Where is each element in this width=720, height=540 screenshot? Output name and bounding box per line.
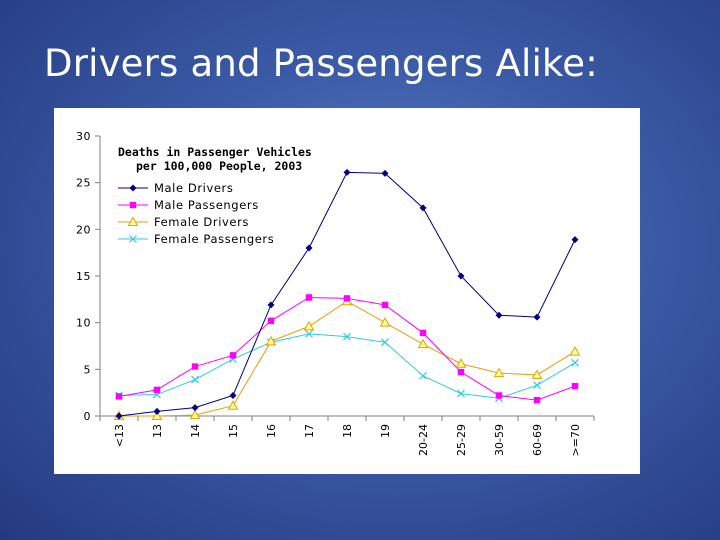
series-line [119,300,576,417]
data-point [129,184,137,192]
x-tick-label: 30-59 [493,424,506,456]
data-point [191,404,199,412]
data-point [229,352,237,359]
x-tick-label: 18 [341,424,354,438]
y-tick-label: 30 [76,130,91,143]
data-point [455,358,467,368]
data-point [265,335,277,346]
data-point [571,382,579,390]
y-tick-label: 5 [84,363,92,376]
data-point [127,216,139,226]
data-point [417,338,429,349]
data-point [227,400,239,410]
x-tick-label: 25-29 [455,424,468,456]
chart-panel: 0 5 10 15 20 25 30 <13 13 14 15 16 17 18 19 20-24 25-29 3… [54,108,640,474]
data-point [267,301,275,309]
data-point [381,301,389,309]
data-point [303,320,315,331]
y-tick-label: 10 [76,317,91,330]
data-point [115,393,123,400]
data-point [229,391,237,399]
data-point [305,294,313,301]
data-point [493,367,505,378]
data-point [419,204,427,212]
data-point [533,381,541,390]
y-tick-label: 0 [84,410,92,423]
line-chart: 0 5 10 15 20 25 30 <13 13 14 15 16 17 18 19 20-24 25-29 3… [76,130,595,456]
data-point [343,168,351,176]
data-point [533,313,541,321]
data-point [457,272,465,280]
x-tick-label: 20-24 [417,424,430,456]
data-point [305,329,313,338]
data-point [419,329,427,337]
y-tick-label: 15 [76,270,91,283]
x-tick-label: 13 [151,424,164,438]
data-point [153,407,161,415]
data-point [129,235,137,243]
data-point [189,409,201,420]
x-tick-label: 17 [303,424,316,438]
legend-label: Male Drivers [154,181,233,195]
data-point [379,317,391,327]
x-tick-label: 14 [189,424,202,438]
data-point [115,412,123,420]
data-point [305,244,313,252]
y-tick-label: 20 [76,223,91,236]
chart-title: Deaths in Passenger Vehicles [118,145,312,159]
data-point [191,375,199,384]
data-point [531,369,543,379]
data-point [153,386,161,394]
x-tick-label: 15 [227,424,240,438]
data-point [495,311,503,319]
x-tick-label: 60-69 [531,424,544,456]
data-point [129,201,137,209]
legend-label: Female Drivers [154,215,249,229]
data-point [381,338,389,347]
x-tick-label: 16 [265,424,278,438]
data-point [419,371,427,380]
series-line [118,296,576,401]
slide-title: Drivers and Passengers Alike: [44,42,598,85]
data-point [569,346,581,356]
data-point [151,410,163,420]
data-point [495,392,503,399]
data-point [343,332,351,341]
legend-label: Male Passengers [154,198,259,212]
series-line [118,333,576,399]
data-point [533,396,541,404]
x-tick-label: 19 [379,424,392,438]
x-tick-label: >=70 [569,424,582,456]
data-point [267,317,275,324]
y-tick-label: 25 [76,177,91,190]
data-point [571,358,579,367]
data-point [381,169,389,177]
data-point [191,363,199,370]
data-point [457,368,465,376]
chart-subtitle: per 100,000 People, 2003 [136,159,302,173]
data-point [343,295,351,302]
x-tick-label: <13 [113,424,126,447]
data-point [571,236,579,244]
data-point [457,389,465,398]
legend-label: Female Passengers [154,232,274,246]
